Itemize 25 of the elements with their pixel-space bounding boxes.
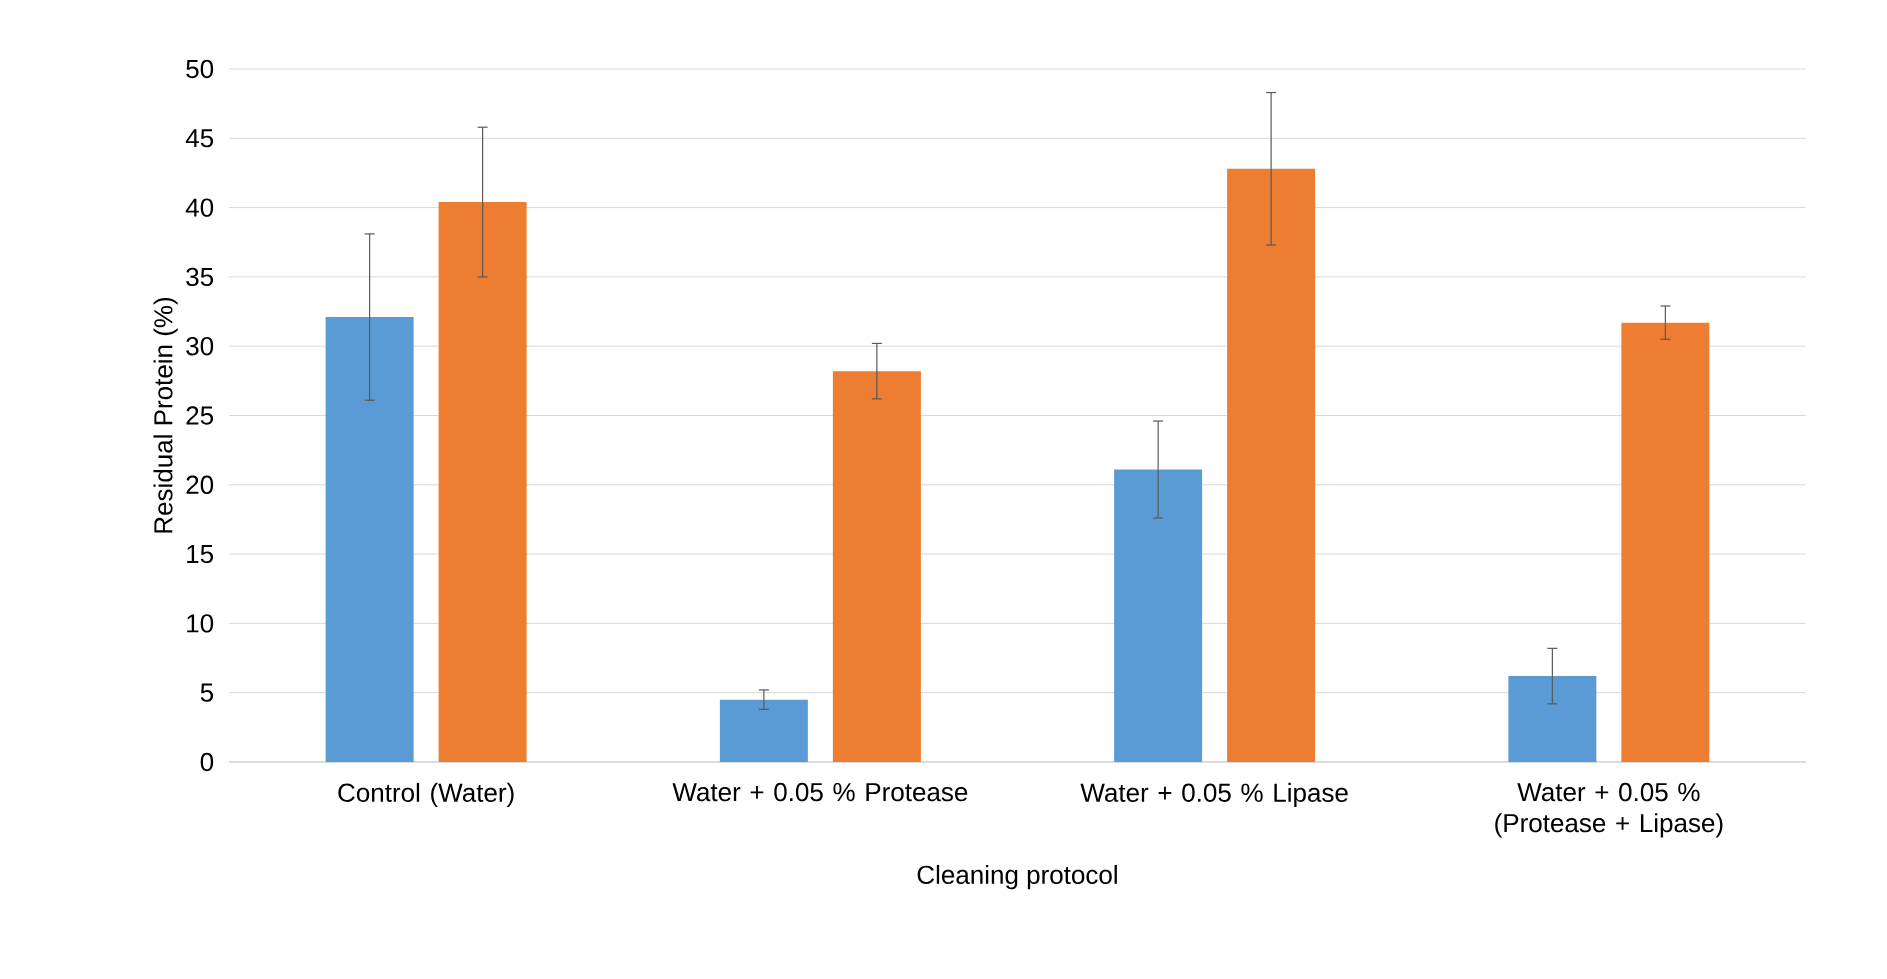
bar — [832, 371, 921, 762]
y-tick-label: 30 — [186, 336, 214, 356]
bar — [325, 317, 414, 762]
bar — [438, 202, 527, 762]
y-tick-label: 10 — [187, 614, 214, 633]
x-tick-label: Water + 0.05 % (Protease + Lipase) — [1495, 782, 1723, 838]
x-tick-label: Water + 0.05 % Protease — [672, 782, 968, 802]
y-tick-label: 25 — [186, 406, 214, 425]
y-tick-label: 15 — [187, 545, 214, 564]
bar — [1508, 676, 1597, 762]
y-tick-label: 40 — [185, 198, 214, 217]
bar — [719, 699, 808, 762]
y-tick-label: 20 — [186, 475, 214, 494]
y-tick-label: 35 — [186, 267, 214, 287]
y-tick-label: 45 — [185, 129, 214, 148]
y-tick-label: 0 — [200, 752, 214, 772]
y-tick-label: 5 — [200, 683, 214, 702]
x-tick-label: Water + 0.05 % Lipase — [1080, 782, 1348, 808]
bar — [1114, 469, 1203, 762]
y-axis-title: Residual Protein (%) — [153, 297, 178, 533]
y-tick-label: 50 — [186, 59, 214, 79]
bar — [1621, 322, 1710, 762]
x-axis-title: Cleaning protocol — [917, 864, 1117, 890]
x-tick-label: Control (Water) — [338, 782, 514, 808]
bar — [1227, 168, 1316, 762]
